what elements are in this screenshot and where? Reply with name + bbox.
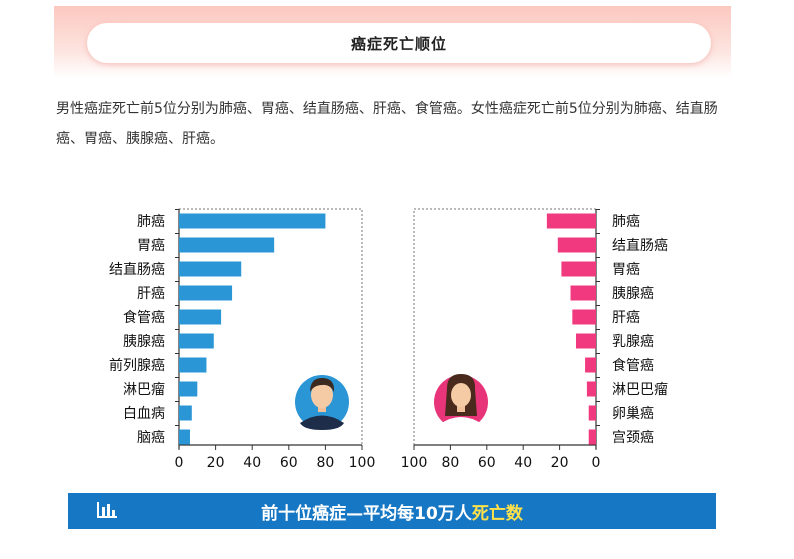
bar-chart-icon: [97, 502, 117, 518]
bar: [179, 285, 233, 301]
bar: [179, 333, 214, 349]
footer-banner: 前十位癌症—平均每10万人 死亡数: [68, 493, 716, 529]
category-label: 结直肠癌: [109, 261, 165, 278]
bar: [572, 309, 596, 325]
category-label: 结直肠癌: [612, 237, 668, 254]
category-label: 卵巢癌: [612, 406, 654, 422]
bar: [586, 381, 596, 397]
category-label: 肝癌: [612, 310, 640, 326]
category-label: 白血病: [123, 406, 165, 422]
bar: [546, 213, 596, 229]
category-label: 胰腺癌: [612, 286, 654, 302]
bar: [575, 333, 596, 349]
bar: [557, 237, 596, 253]
value-tick-label: 100: [349, 455, 376, 471]
category-label: 食管癌: [123, 309, 165, 326]
value-tick-label: 20: [207, 455, 225, 471]
bar: [179, 429, 190, 445]
female-avatar-icon: [434, 374, 488, 430]
page-title: 癌症死亡顺位: [87, 23, 711, 63]
category-label: 肺癌: [137, 214, 165, 230]
bar: [179, 237, 275, 253]
bar: [179, 261, 242, 277]
category-label: 宫颈癌: [612, 430, 654, 446]
bar: [179, 381, 198, 397]
bar: [561, 261, 596, 277]
value-tick-label: 100: [401, 455, 428, 471]
category-label: 肺癌: [612, 214, 640, 230]
footer-text: 前十位癌症—平均每10万人: [261, 503, 472, 524]
footer-highlight: 死亡数: [471, 503, 523, 524]
category-label: 食管癌: [612, 357, 654, 374]
category-label: 脑癌: [137, 430, 165, 446]
value-tick-label: 0: [592, 455, 601, 471]
category-label: 前列腺癌: [109, 357, 165, 374]
male-avatar-icon: [295, 375, 349, 430]
value-tick-label: 60: [280, 455, 298, 471]
value-tick-label: 80: [441, 455, 459, 471]
bar: [588, 429, 596, 445]
category-label: 淋巴瘤: [123, 381, 165, 398]
intro-text: 男性癌症死亡前5位分别为肺癌、胃癌、结直肠癌、肝癌、食管癌。女性癌症死亡前5位分…: [56, 101, 718, 147]
bar: [585, 357, 596, 373]
value-tick-label: 0: [175, 455, 184, 471]
category-label: 肝癌: [137, 286, 165, 302]
value-tick-label: 40: [243, 455, 261, 471]
bar: [179, 213, 326, 229]
value-tick-label: 60: [478, 455, 496, 471]
value-tick-label: 40: [514, 455, 532, 471]
category-label: 乳腺癌: [612, 334, 654, 350]
category-label: 淋巴巴瘤: [612, 381, 668, 398]
category-label: 胃癌: [137, 238, 165, 254]
bar: [179, 405, 192, 421]
category-label: 胃癌: [612, 262, 640, 278]
bar: [179, 357, 207, 373]
bar: [588, 405, 596, 421]
bar: [179, 309, 222, 325]
category-label: 胰腺癌: [123, 334, 165, 350]
value-tick-label: 80: [316, 455, 334, 471]
bar: [570, 285, 596, 301]
value-tick-label: 20: [551, 455, 569, 471]
